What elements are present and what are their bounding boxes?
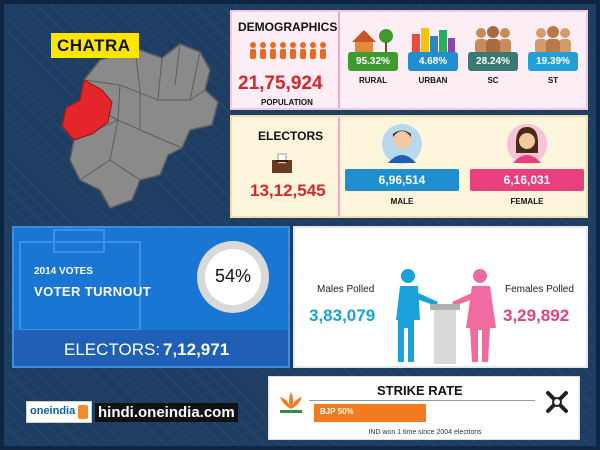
site-url[interactable]: hindi.oneindia.com	[95, 403, 238, 422]
sc-label: SC	[487, 76, 499, 85]
population-block: DEMOGRAPHICS 21,75,924 POPULATION	[232, 12, 340, 108]
stat-rural: 95.32% RURAL	[344, 12, 402, 108]
male-electors-value: 6,96,514	[345, 169, 459, 191]
population-value: 21,75,924	[238, 73, 323, 94]
turnout-electors-value: 7,12,971	[163, 340, 230, 359]
ballot-box-icon	[272, 153, 292, 173]
city-buildings-icon	[412, 28, 455, 54]
rural-hut-icon	[352, 29, 393, 54]
turnout-electors-band	[14, 330, 288, 366]
logo-mark-icon	[78, 405, 88, 419]
bjp-strike-label: BJP 50%	[320, 407, 354, 416]
female-electors-value: 6,16,031	[470, 169, 584, 191]
stat-sc: 28.24% SC	[464, 12, 522, 108]
male-avatar-icon	[382, 124, 422, 164]
demographics-title: DEMOGRAPHICS	[238, 20, 338, 34]
sc-group-icon	[475, 26, 511, 54]
logo-text: oneindia	[30, 405, 76, 417]
turnout-label: VOTER TURNOUT	[34, 284, 152, 299]
turnout-panel: 2014 VOTES VOTER TURNOUT 54% ELECTORS: 7…	[12, 226, 290, 368]
electors-male: 6,96,514 MALE	[345, 117, 459, 216]
polled-panel: Males Polled 3,83,079 Females Polled 3,2…	[293, 226, 588, 368]
st-label: ST	[547, 76, 559, 85]
urban-label: URBAN	[418, 76, 448, 85]
electors-total-block: ELECTORS 13,12,545	[232, 117, 340, 216]
females-polled-label: Females Polled	[505, 284, 574, 295]
electors-total-value: 13,12,545	[250, 181, 326, 200]
stat-urban: 4.68% URBAN	[404, 12, 462, 108]
strike-rate-panel: STRIKE RATE BJP 50% IND won 1 time since…	[268, 376, 580, 440]
district-name: CHATRA	[51, 33, 139, 58]
turnout-electors-label: ELECTORS:	[64, 340, 161, 359]
map-highlight-chatra	[61, 79, 113, 141]
turnout-percent: 54%	[214, 266, 252, 286]
electors-title: ELECTORS	[258, 129, 324, 143]
sc-value: 28.24%	[468, 52, 518, 71]
males-polled-label: Males Polled	[317, 284, 375, 295]
st-group-icon	[535, 26, 571, 54]
rural-value: 95.32%	[348, 52, 398, 71]
rural-label: RURAL	[359, 76, 387, 85]
bjp-strike-bar	[314, 404, 426, 422]
males-polled-value: 3,83,079	[309, 306, 376, 325]
voters-casting-ballot-icon	[396, 269, 496, 364]
demographics-panel: DEMOGRAPHICS 21,75,924 POPULATION 95.32%…	[230, 10, 588, 110]
electors-panel: ELECTORS 13,12,545 6,96,514 MALE 6,16,03…	[230, 115, 588, 218]
turnout-year: 2014 VOTES	[34, 266, 93, 277]
population-label: POPULATION	[261, 98, 313, 107]
male-label: MALE	[390, 197, 414, 206]
female-avatar-icon	[507, 124, 547, 164]
ballot-illustration	[19, 229, 141, 330]
election-symbol-icon	[546, 391, 568, 413]
oneindia-logo[interactable]	[26, 401, 92, 423]
strike-rate-note: IND won 1 time since 2004 elections	[368, 429, 482, 436]
electors-female: 6,16,031 FEMALE	[470, 117, 584, 216]
female-label: FEMALE	[510, 197, 544, 206]
jharkhand-map	[61, 43, 219, 209]
stat-st: 19.39% ST	[524, 12, 582, 108]
bjp-lotus-icon	[280, 392, 302, 413]
turnout-gauge	[197, 241, 269, 313]
urban-value: 4.68%	[408, 52, 458, 71]
st-value: 19.39%	[528, 52, 578, 71]
title-divider	[309, 400, 535, 401]
strike-rate-title: STRIKE RATE	[377, 383, 463, 398]
people-icon	[250, 42, 326, 59]
females-polled-value: 3,29,892	[503, 306, 570, 325]
